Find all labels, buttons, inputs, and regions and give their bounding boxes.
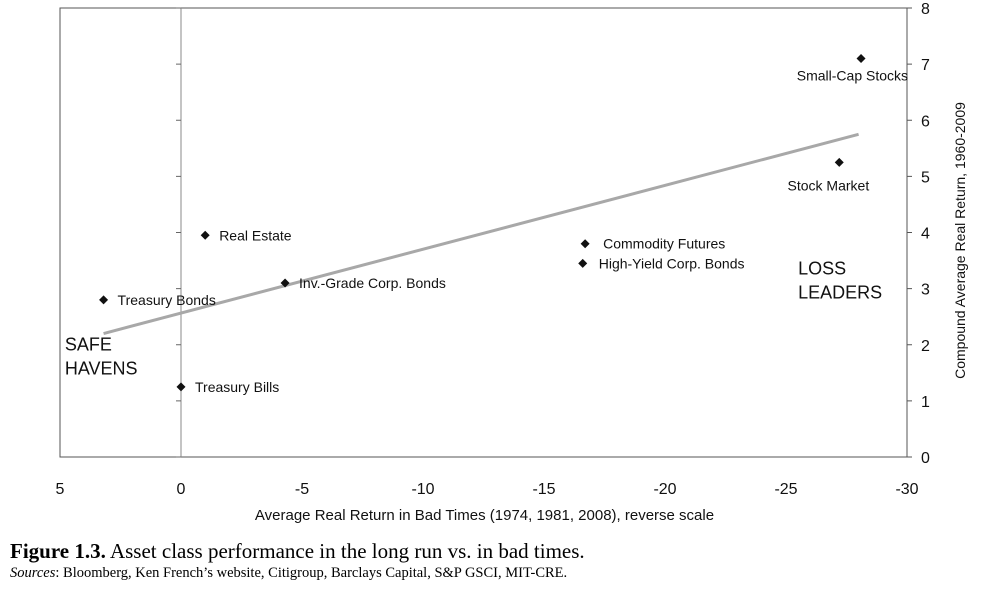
data-label-small-cap-stocks: Small-Cap Stocks [797,68,908,84]
data-label-stock-market: Stock Market [788,177,870,193]
trend-line [103,132,859,335]
data-points: Small-Cap Stocks Stock Market Real Estate C… [99,54,908,395]
y-tick-label: 8 [921,1,930,18]
x-tick-label: -10 [411,481,434,498]
annotation-safe-havens: SAFE HAVENS [65,334,138,378]
annotation-loss-leaders: LOSS LEADERS [798,259,882,303]
y-tick-label: 7 [921,57,930,74]
figure-title: Asset class performance in the long run … [109,539,585,563]
x-tick-label: 0 [177,481,186,498]
caption-sources-line: Sources: Bloomberg, Ken French’s website… [10,564,970,582]
data-point-real-estate [200,230,210,240]
y-tick-label: 3 [921,282,930,299]
y-tick-label: 6 [921,113,930,130]
sources-text: : Bloomberg, Ken French’s website, Citig… [55,565,568,581]
data-point-commodity-futures [580,239,590,249]
data-label-high-yield-corp-bonds: High-Yield Corp. Bonds [599,255,745,271]
data-label-inv-grade-corp-bonds: Inv.-Grade Corp. Bonds [299,275,446,291]
data-point-treasury-bills [176,382,186,392]
data-label-real-estate: Real Estate [219,227,292,243]
caption-title-line: Figure 1.3. Asset class performance in t… [10,539,970,563]
data-point-stock-market [834,157,844,167]
data-point-treasury-bonds [99,295,109,305]
data-label-treasury-bonds: Treasury Bonds [118,292,216,308]
quadrant-annotations: SAFE HAVENS LOSS LEADERS [65,259,882,379]
x-tick-label: -25 [774,481,797,498]
y-axis-title: Compound Average Real Return, 1960-2009 [952,102,968,379]
data-label-treasury-bills: Treasury Bills [195,379,279,395]
x-tick-label: -5 [295,481,309,498]
figure-label: Figure 1.3. [10,539,106,563]
data-point-inv-grade-corp-bonds [280,278,290,288]
x-axis-tick-labels: 5 0 -5 -10 -15 -20 -25 -30 [56,481,919,498]
x-axis-title: Average Real Return in Bad Times (1974, … [255,507,714,524]
x-tick-label: 5 [56,481,65,498]
figure-caption: Figure 1.3. Asset class performance in t… [10,539,970,582]
x-tick-label: -15 [532,481,555,498]
data-label-commodity-futures: Commodity Futures [603,236,725,252]
y-tick-label: 4 [921,226,930,243]
y-axis-ticks: 0 1 2 3 4 5 6 7 8 [176,1,930,467]
y-tick-label: 2 [921,338,930,355]
y-tick-label: 0 [921,450,930,467]
scatter-chart: 0 1 2 3 4 5 6 7 8 5 0 -5 -10 -15 -20 -25 -30 Small-Cap … [56,1,968,524]
data-point-high-yield-corp-bonds [578,258,588,268]
data-point-small-cap-stocks [856,54,866,64]
x-tick-label: -30 [895,481,918,498]
y-tick-label: 1 [921,394,930,411]
y-tick-label: 5 [921,169,930,186]
x-tick-label: -20 [653,481,676,498]
sources-label: Sources [10,565,56,581]
